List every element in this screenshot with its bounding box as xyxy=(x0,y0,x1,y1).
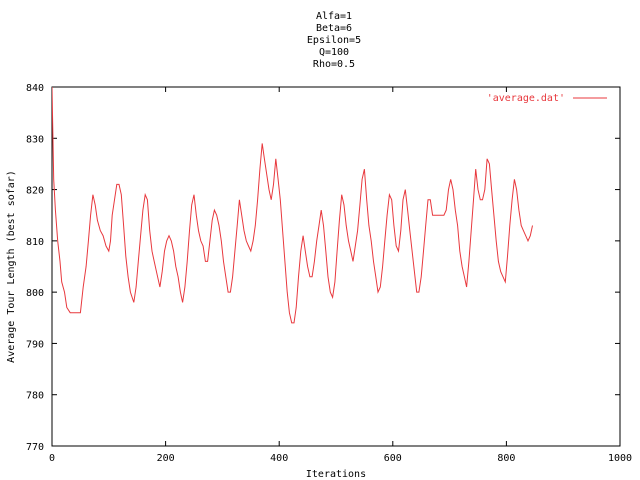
title-line: Beta=6 xyxy=(316,23,352,34)
y-tick-label: 780 xyxy=(26,391,44,402)
series-line xyxy=(52,87,533,324)
x-axis-label: Iterations xyxy=(306,469,366,480)
y-axis-label: Average Tour Length (best sofar) xyxy=(6,170,17,363)
x-tick-label: 600 xyxy=(384,453,402,464)
y-tick-label: 840 xyxy=(26,83,44,94)
y-tick-label: 820 xyxy=(26,186,44,197)
title-line: Q=100 xyxy=(319,47,349,58)
y-tick-label: 790 xyxy=(26,339,44,350)
plot-frame xyxy=(51,86,621,447)
y-tick-label: 810 xyxy=(26,237,44,248)
y-tick-label: 800 xyxy=(26,288,44,299)
title-line: Epsilon=5 xyxy=(307,35,361,46)
x-tick-label: 800 xyxy=(497,453,515,464)
y-tick-label: 770 xyxy=(26,442,44,453)
x-tick-label: 0 xyxy=(49,453,55,464)
legend: 'average.dat' xyxy=(487,93,607,104)
y-tick-label: 830 xyxy=(26,134,44,145)
title-line: Alfa=1 xyxy=(316,11,352,22)
x-tick-label: 400 xyxy=(270,453,288,464)
title-line: Rho=0.5 xyxy=(313,59,355,70)
legend-label: 'average.dat' xyxy=(487,93,565,104)
series-group xyxy=(52,87,533,324)
x-tick-label: 200 xyxy=(157,453,175,464)
x-tick-label: 1000 xyxy=(608,453,632,464)
x-axis: 0 200 400 600 800 1000 xyxy=(49,87,632,464)
y-axis: 770 780 790 800 810 820 830 840 xyxy=(26,83,620,453)
